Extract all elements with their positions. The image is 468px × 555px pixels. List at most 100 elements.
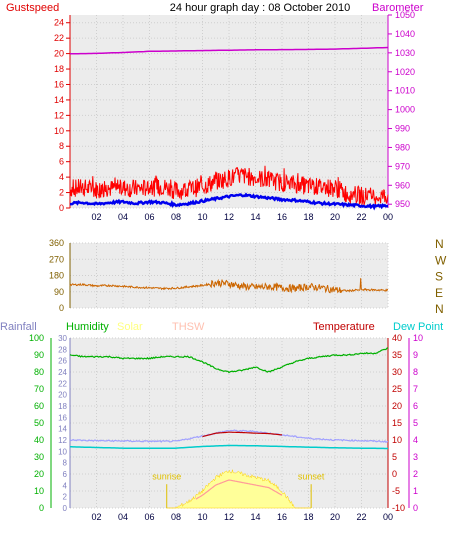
- top-x-tick-label: 16: [277, 212, 287, 222]
- temperature-tick-label: 20: [392, 401, 402, 411]
- top-x-tick-label: 08: [171, 212, 181, 222]
- windspeed-line: [69, 192, 388, 211]
- gustspeed-tick-label: 0: [59, 203, 64, 213]
- dewpoint-tick-label: 0: [413, 503, 418, 513]
- legend-thsw: THSW: [172, 321, 205, 333]
- legend-rainfall: Rainfall: [0, 321, 37, 333]
- direction-series: [69, 278, 389, 294]
- rain-tick-label: 26: [58, 357, 67, 366]
- bottom-x-tick-label: 00: [383, 512, 393, 522]
- top-x-tick-label: 20: [330, 212, 340, 222]
- rain-tick-label: 0: [63, 504, 68, 513]
- dewpoint-tick-label: 2: [413, 469, 418, 479]
- barometer-tick-label: 960: [395, 180, 410, 190]
- direction-tick-label: 0: [59, 303, 64, 313]
- temperature-tick-label: 10: [392, 435, 402, 445]
- humidity-tick-label: 40: [34, 435, 44, 445]
- top-x-tick-label: 12: [224, 212, 234, 222]
- compass-label: N: [435, 302, 444, 316]
- direction-tick-label: 270: [49, 254, 64, 264]
- solar-area: [166, 469, 312, 509]
- dewpoint-tick-label: 1: [413, 486, 418, 496]
- bottom-legend: Rainfall Humidity Solar THSW Temperature…: [0, 321, 443, 333]
- rain-tick-label: 2: [63, 493, 68, 502]
- dew-point-line: [70, 444, 388, 450]
- bottom-x-tick-label: 18: [303, 512, 313, 522]
- barometer-tick-label: 970: [395, 161, 410, 171]
- dewpoint-tick-label: 5: [413, 418, 418, 428]
- direction-tick-label: 90: [54, 287, 64, 297]
- barometer-tick-label: 980: [395, 142, 410, 152]
- humidity-tick-label: 20: [34, 469, 44, 479]
- direction-grid: [70, 242, 389, 309]
- rain-tick-label: 12: [58, 436, 67, 445]
- compass-label: N: [435, 237, 444, 251]
- gustspeed-tick-label: 20: [54, 49, 64, 59]
- barometer-tick-label: 1020: [395, 67, 415, 77]
- rain-tick-label: 8: [63, 459, 68, 468]
- legend-humidity: Humidity: [66, 321, 109, 333]
- gustspeed-tick-label: 14: [54, 95, 64, 105]
- sun-marker-label: sunset: [298, 472, 325, 482]
- barometer-tick-label: 990: [395, 124, 410, 134]
- temperature-tick-label: 25: [392, 384, 402, 394]
- rain-tick-label: 6: [63, 470, 68, 479]
- gustspeed-tick-label: 2: [59, 188, 64, 198]
- wind-direction-line: [69, 278, 389, 294]
- bottom-x-tick-label: 16: [277, 512, 287, 522]
- dewpoint-tick-label: 10: [413, 333, 423, 343]
- top-x-tick-label: 10: [197, 212, 207, 222]
- temperature-tick-label: 0: [392, 469, 397, 479]
- rain-tick-label: 20: [58, 391, 67, 400]
- temperature-tick-label: 35: [392, 350, 402, 360]
- top-series: [69, 46, 389, 211]
- gustspeed-tick-label: 24: [54, 18, 64, 28]
- sun-annotations: sunrise sunset: [152, 472, 325, 508]
- gustspeed-tick-label: 8: [59, 141, 64, 151]
- top-x-tick-label: 06: [144, 212, 154, 222]
- gustspeed-tick-label: 4: [59, 172, 64, 182]
- legend-dew-point: Dew Point: [393, 321, 443, 333]
- top-x-tick-label: 14: [250, 212, 260, 222]
- humidity-tick-label: 0: [39, 503, 44, 513]
- top-x-tick-label: 18: [303, 212, 313, 222]
- dewpoint-tick-label: 7: [413, 384, 418, 394]
- direction-tick-label: 180: [49, 271, 64, 281]
- bottom-x-tick-label: 10: [197, 512, 207, 522]
- direction-tick-label: 360: [49, 238, 64, 248]
- rain-tick-label: 10: [58, 447, 67, 456]
- barometer-tick-label: 1040: [395, 29, 415, 39]
- gustspeed-tick-label: 22: [54, 33, 64, 43]
- top-x-ticks: 02 04 06 08 10 12 14 16 18 20 22 00: [91, 212, 393, 222]
- sun-marker-label: sunrise: [152, 472, 181, 482]
- temperature-line: [202, 431, 283, 438]
- dewpoint-tick-label: 3: [413, 452, 418, 462]
- humidity-tick-label: 10: [34, 486, 44, 496]
- humidity-tick-label: 100: [29, 333, 44, 343]
- humidity-line: [69, 347, 389, 374]
- rain-tick-label: 16: [58, 413, 67, 422]
- humidity-tick-label: 90: [34, 350, 44, 360]
- dewpoint-tick-label: 6: [413, 401, 418, 411]
- top-x-tick-label: 04: [118, 212, 128, 222]
- bottom-x-tick-label: 04: [118, 512, 128, 522]
- barometer-line: [70, 46, 389, 55]
- humidity-tick-label: 30: [34, 452, 44, 462]
- chart-title: 24 hour graph day : 08 October 2010: [170, 2, 350, 14]
- legend-temperature: Temperature: [313, 321, 375, 333]
- bottom-x-tick-label: 06: [144, 512, 154, 522]
- gustspeed-line: [69, 165, 389, 206]
- humidity-tick-label: 80: [34, 367, 44, 377]
- barometer-tick-label: 950: [395, 199, 410, 209]
- dewpoint-tick-label: 8: [413, 367, 418, 377]
- rain-tick-label: 14: [58, 425, 67, 434]
- top-x-tick-label: 02: [91, 212, 101, 222]
- barometer-tick-label: 1010: [395, 86, 415, 96]
- top-x-tick-label: 22: [356, 212, 366, 222]
- gustspeed-tick-label: 12: [54, 110, 64, 120]
- thsw-solar-line: [195, 479, 283, 500]
- rain-tick-label: 18: [58, 402, 67, 411]
- barometer-tick-label: 1000: [395, 105, 415, 115]
- temperature-tick-label: 30: [392, 367, 402, 377]
- compass-label: W: [435, 253, 447, 267]
